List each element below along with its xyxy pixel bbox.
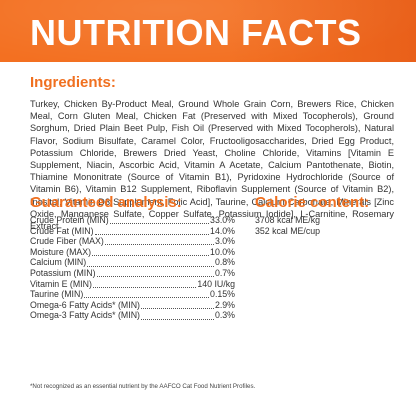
analysis-row: Omega-6 Fatty Acids* (MIN) 2.9% — [30, 300, 235, 311]
analysis-row: Crude Fat (MIN) 14.0% — [30, 226, 235, 237]
dot-leader — [94, 227, 210, 235]
analysis-row: Crude Fiber (MAX) 3.0% — [30, 236, 235, 247]
analysis-value: 3.0% — [214, 236, 235, 247]
analysis-label: Moisture (MAX) — [30, 246, 92, 257]
analysis-label: Crude Fat (MIN) — [30, 225, 94, 236]
calorie-content-heading: Calorie content: — [255, 194, 370, 211]
footnote: *Not recognized as an essential nutrient… — [30, 383, 256, 390]
calorie-line: 352 kcal ME/cup — [255, 225, 321, 236]
dot-leader — [92, 248, 210, 257]
analysis-label: Crude Fiber (MAX) — [30, 236, 104, 247]
analysis-row: Calcium (MIN) 0.8% — [30, 257, 235, 268]
analysis-value: 2.9% — [214, 299, 235, 310]
analysis-value: 0.7% — [214, 267, 235, 278]
guaranteed-analysis-heading: Guaranteed analysis: — [30, 194, 182, 211]
analysis-label: Omega-3 Fatty Acids* (MIN) — [30, 310, 140, 321]
analysis-row: Omega-3 Fatty Acids* (MIN) 0.3% — [30, 310, 235, 321]
header-banner: NUTRITION FACTS — [0, 0, 416, 62]
dot-leader — [109, 216, 210, 225]
calorie-content-list: 3708 kcal ME/kg 352 kcal ME/cup — [255, 215, 320, 236]
analysis-value: 14.0% — [210, 225, 235, 236]
analysis-value: 140 IU/kg — [197, 278, 235, 289]
page-title: NUTRITION FACTS — [30, 12, 362, 53]
dot-leader — [92, 280, 197, 288]
analysis-label: Omega-6 Fatty Acids* (MIN) — [30, 299, 140, 310]
guaranteed-analysis-table: Crude Protein (MIN) 33.0% Crude Fat (MIN) 1… — [30, 215, 235, 321]
analysis-value: 0.3% — [214, 310, 235, 321]
dot-leader — [87, 259, 214, 267]
dot-leader — [141, 301, 214, 310]
analysis-row: Crude Protein (MIN) 33.0% — [30, 215, 235, 226]
analysis-label: Taurine (MIN) — [30, 289, 84, 300]
analysis-label: Calcium (MIN) — [30, 257, 87, 268]
ingredients-heading: Ingredients: — [30, 74, 116, 91]
analysis-label: Vitamin E (MIN) — [30, 278, 92, 289]
analysis-label: Crude Protein (MIN) — [30, 215, 109, 225]
dot-leader — [96, 269, 214, 278]
ingredients-text: Turkey, Chicken By-Product Meal, Ground … — [30, 99, 394, 232]
analysis-row: Vitamin E (MIN) 140 IU/kg — [30, 279, 235, 290]
dot-leader — [141, 312, 214, 320]
analysis-row: Potassium (MIN) 0.7% — [30, 268, 235, 279]
analysis-value: 10.0% — [210, 246, 235, 257]
dot-leader — [104, 237, 214, 246]
analysis-row: Taurine (MIN) 0.15% — [30, 289, 235, 300]
analysis-label: Potassium (MIN) — [30, 267, 96, 278]
dot-leader — [84, 290, 210, 299]
analysis-value: 33.0% — [210, 215, 235, 225]
analysis-value: 0.15% — [210, 289, 235, 300]
analysis-value: 0.8% — [214, 257, 235, 268]
calorie-line: 3708 kcal ME/kg — [255, 215, 321, 225]
analysis-row: Moisture (MAX) 10.0% — [30, 247, 235, 258]
